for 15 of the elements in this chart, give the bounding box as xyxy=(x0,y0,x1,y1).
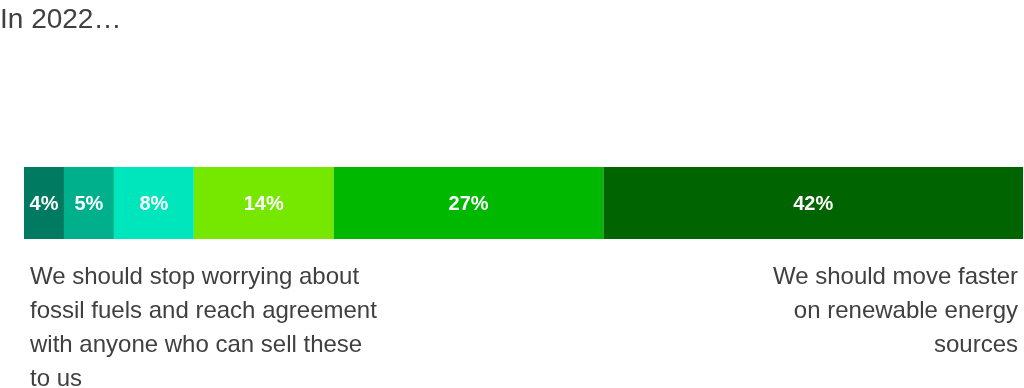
data-label: 8% xyxy=(139,192,169,214)
data-label: 14% xyxy=(243,192,284,214)
data-label: 42% xyxy=(793,192,834,214)
bar xyxy=(193,167,334,239)
data-label: 27% xyxy=(448,192,489,214)
bar xyxy=(63,167,114,239)
text: We should move faster on renewable energy sources xyxy=(772,262,1018,357)
bar xyxy=(113,167,194,239)
text: We should stop worrying about fossil fuels and reach agreement with anyone who can sell these to us xyxy=(29,262,378,388)
data-label: 4% xyxy=(29,192,59,214)
bar xyxy=(603,167,1023,239)
chart-title: In 2022… xyxy=(0,3,122,34)
bar xyxy=(24,167,64,239)
data-label: 5% xyxy=(74,192,104,214)
bar xyxy=(333,167,604,239)
